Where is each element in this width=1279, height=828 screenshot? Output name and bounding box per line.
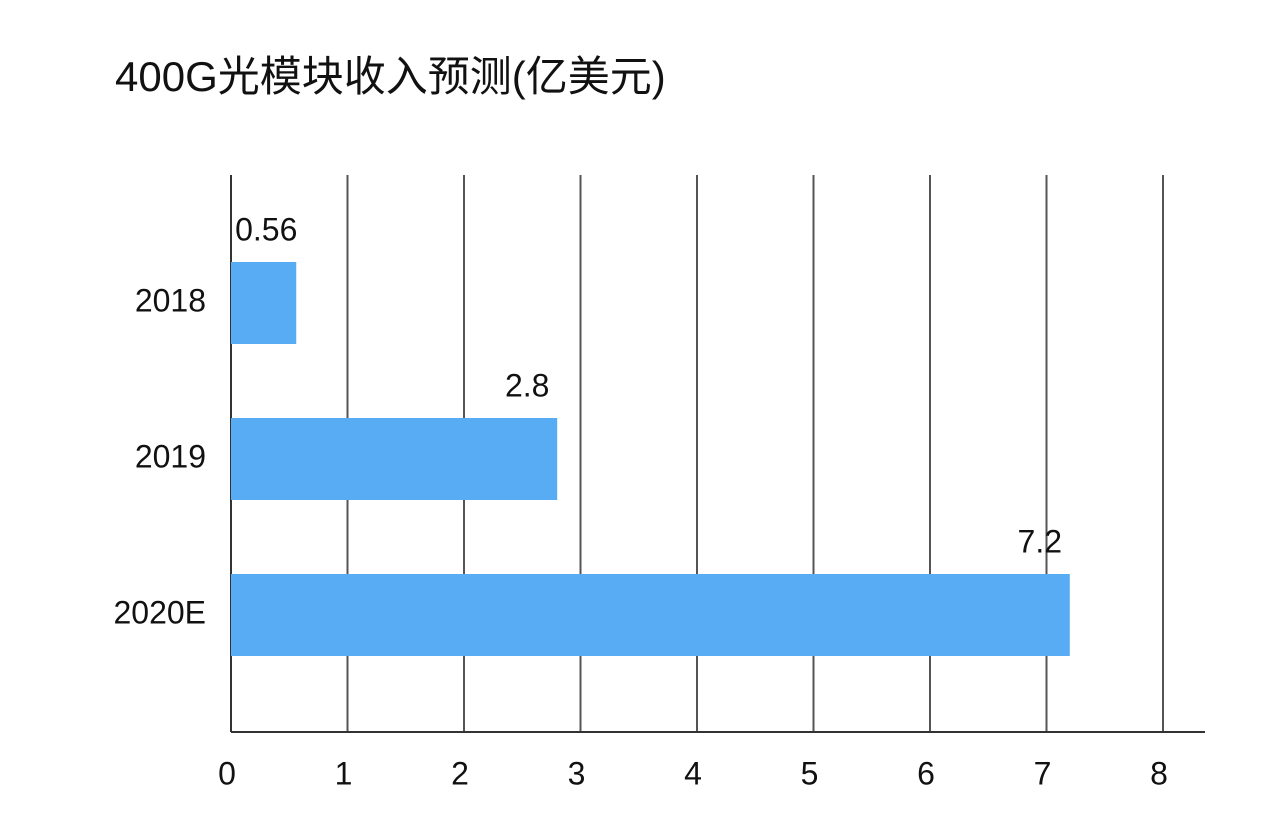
x-tick-label: 5 <box>801 755 819 791</box>
bar <box>231 574 1070 656</box>
x-tick-label: 0 <box>218 755 236 791</box>
value-label: 2.8 <box>505 367 549 403</box>
chart-title: 400G光模块收入预测(亿美元) <box>115 53 666 100</box>
value-label: 7.2 <box>1018 523 1062 559</box>
x-tick-label: 3 <box>568 755 586 791</box>
x-tick-label: 2 <box>451 755 469 791</box>
y-tick-label: 2019 <box>135 438 206 474</box>
x-tick-label: 1 <box>335 755 353 791</box>
x-tick-label: 7 <box>1034 755 1052 791</box>
x-tick-label: 8 <box>1150 755 1168 791</box>
bar <box>231 418 558 500</box>
x-tick-label: 4 <box>684 755 702 791</box>
value-label: 0.56 <box>235 211 297 247</box>
bar <box>231 262 297 344</box>
y-tick-label: 2018 <box>135 282 206 318</box>
x-tick-label: 6 <box>917 755 935 791</box>
y-tick-label: 2020E <box>113 594 206 630</box>
